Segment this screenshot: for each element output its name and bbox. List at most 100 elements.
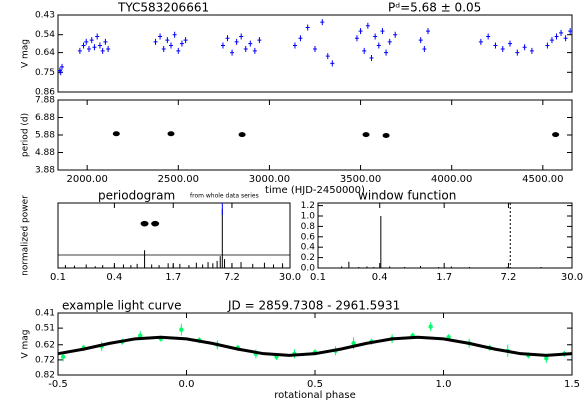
y-tick-label: 1.0: [301, 212, 316, 222]
point: [559, 29, 564, 36]
point: [243, 46, 248, 53]
point: [428, 324, 433, 329]
point: [382, 133, 390, 139]
point: [77, 47, 82, 54]
point: [89, 37, 94, 44]
x-tick-label: 30.0: [561, 272, 583, 283]
point: [426, 28, 431, 35]
y-tick-label: 0.6: [301, 232, 316, 242]
point: [169, 42, 174, 49]
y-tick-label: 0.4: [301, 243, 316, 253]
point: [369, 54, 374, 61]
y-tick-label: 0.2: [301, 253, 315, 263]
point: [320, 19, 325, 26]
point: [365, 22, 370, 29]
y-tick-label: 0.54: [35, 30, 55, 40]
point: [529, 47, 534, 54]
point: [179, 40, 184, 47]
point: [545, 42, 550, 49]
point: [103, 38, 108, 45]
point: [330, 60, 335, 67]
panel-subtitle: from whole data series: [190, 193, 259, 200]
y-tick-label: 0.8: [301, 222, 316, 232]
point: [84, 38, 89, 45]
point: [552, 132, 560, 138]
point: [384, 49, 389, 56]
point: [97, 42, 102, 49]
panel-subtitle: Pᵈ=5.68 ± 0.05: [388, 1, 481, 15]
point: [358, 28, 363, 35]
point: [422, 46, 427, 53]
point: [493, 42, 498, 49]
x-tick-label: 0.1: [310, 272, 326, 283]
point: [305, 24, 310, 31]
plot-frame: [57, 202, 291, 269]
x-tick-label: 1.5: [564, 379, 580, 390]
point: [362, 47, 367, 54]
point: [292, 42, 297, 49]
x-tick-label: 1.7: [436, 272, 452, 283]
point: [176, 47, 181, 54]
point: [86, 46, 91, 53]
point: [298, 35, 303, 42]
point: [60, 63, 65, 70]
y-axis-label: period (d): [21, 113, 31, 157]
panel-title: TYC583206661: [117, 1, 209, 15]
y-tick-label: 3.88: [35, 166, 55, 176]
panel-title: window function: [358, 189, 456, 203]
point: [418, 37, 423, 44]
point: [112, 131, 120, 137]
x-tick-label: 1.0: [436, 379, 452, 390]
point: [508, 40, 513, 47]
y-tick-label: 0.0: [301, 264, 316, 274]
marker-dot: [151, 220, 160, 227]
y-tick-label: 7.88: [35, 96, 55, 106]
point: [58, 69, 63, 76]
point: [354, 35, 359, 42]
point: [106, 46, 111, 53]
point: [81, 42, 86, 49]
y-tick-label: 0.41: [35, 309, 55, 319]
y-tick-label: 4.88: [35, 148, 55, 158]
point: [248, 40, 253, 47]
y-tick-label: 6.88: [35, 113, 55, 123]
x-tick-label: -0.5: [48, 379, 68, 390]
x-tick-label: 7.2: [224, 272, 240, 283]
point: [380, 28, 385, 35]
point: [387, 38, 392, 45]
marker-dot: [140, 220, 149, 227]
x-tick-label: 0.1: [50, 272, 66, 283]
x-tick-label: 0.4: [106, 272, 122, 283]
point: [373, 33, 378, 40]
y-tick-label: 0.51: [35, 324, 55, 334]
point: [568, 28, 573, 35]
point: [362, 132, 370, 138]
y-tick-label: 0.43: [35, 11, 55, 21]
point: [238, 132, 246, 138]
point: [225, 35, 230, 42]
y-tick-label: 1.2: [301, 201, 315, 211]
x-tick-label: 4000.00: [431, 174, 472, 185]
x-axis-label: rotational phase: [274, 390, 355, 401]
y-tick-label: 0.75: [35, 68, 55, 78]
point: [153, 38, 158, 45]
y-tick-label: 0.72: [35, 355, 55, 365]
x-axis-label: time (HJD-2450000): [265, 185, 365, 196]
point: [563, 35, 568, 42]
x-tick-label: 30.0: [279, 272, 301, 283]
x-tick-label: 0.4: [372, 272, 388, 283]
plot-frame: [57, 99, 573, 171]
x-tick-label: 2500.00: [158, 174, 199, 185]
point: [549, 37, 554, 44]
y-axis-label: V mag: [21, 329, 31, 358]
x-tick-label: 3500.00: [340, 174, 381, 185]
point: [167, 131, 175, 137]
point: [158, 33, 163, 40]
x-tick-label: 7.2: [500, 272, 516, 283]
x-tick-label: 1.7: [165, 272, 181, 283]
y-tick-label: 0.62: [35, 340, 55, 350]
x-tick-label: 0.5: [307, 379, 323, 390]
panel-title: periodogram: [98, 189, 175, 203]
y-tick-label: 0.82: [35, 371, 55, 381]
point: [351, 341, 356, 346]
